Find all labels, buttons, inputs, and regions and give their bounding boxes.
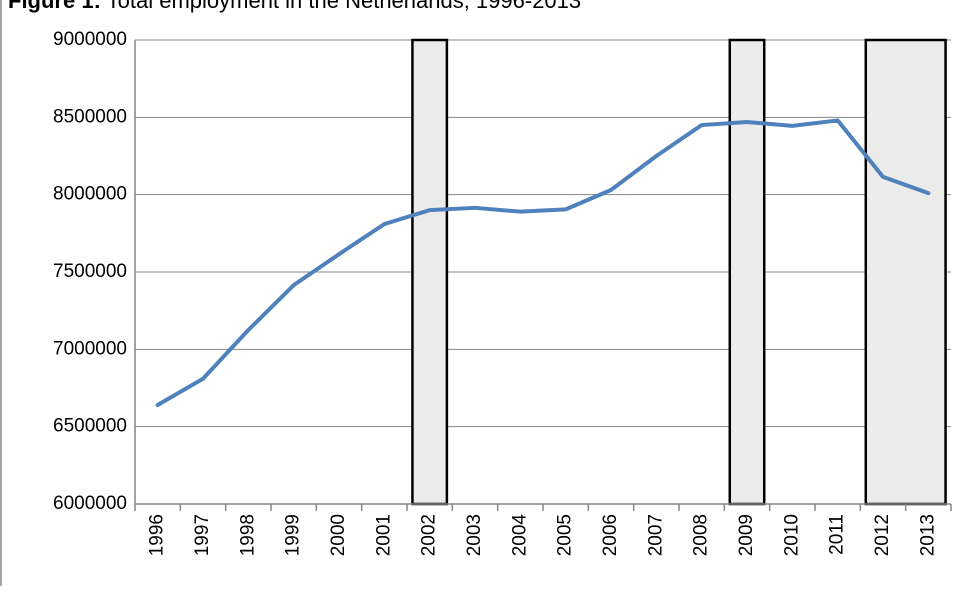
y-tick-label: 7500000: [53, 261, 127, 282]
x-tick-label: 2010: [781, 514, 802, 556]
x-tick-label: 1996: [147, 514, 168, 556]
x-tick-label: 2012: [872, 514, 893, 556]
y-tick-label: 7000000: [53, 338, 127, 359]
x-tick-label: 2000: [328, 514, 349, 556]
x-tick-label: 2002: [419, 514, 440, 556]
x-tick-label: 2007: [645, 514, 666, 556]
y-tick-label: 6000000: [53, 493, 127, 514]
x-tick-label: 1997: [192, 514, 213, 556]
x-tick-label: 2008: [691, 514, 712, 556]
x-tick-label: 2005: [555, 514, 576, 556]
x-tick-label: 2006: [600, 514, 621, 556]
y-tick-label: 8500000: [53, 106, 127, 127]
shaded-period: [411, 38, 449, 506]
x-tick-label: 1999: [283, 514, 304, 556]
x-tick-label: 2011: [827, 514, 848, 555]
chart-title: Figure 1: Total employment in the Nether…: [8, 0, 581, 13]
series-line: [155, 118, 931, 408]
shaded-period: [864, 38, 947, 506]
figure-label: Figure 1:: [8, 0, 101, 13]
x-tick-label: 2004: [509, 514, 530, 557]
shaded-period: [728, 38, 766, 506]
x-tick-label: 2003: [464, 514, 485, 556]
x-tick-label: 2009: [736, 514, 757, 556]
title-text: Total employment in the Netherlands, 199…: [107, 0, 582, 13]
y-tick-label: 6500000: [53, 416, 127, 437]
y-tick-label: 9000000: [53, 29, 127, 50]
x-tick-label: 2013: [917, 514, 938, 556]
x-tick-label: 1998: [237, 514, 258, 556]
x-tick-label: 2001: [373, 514, 394, 556]
y-tick-label: 8000000: [53, 184, 127, 205]
